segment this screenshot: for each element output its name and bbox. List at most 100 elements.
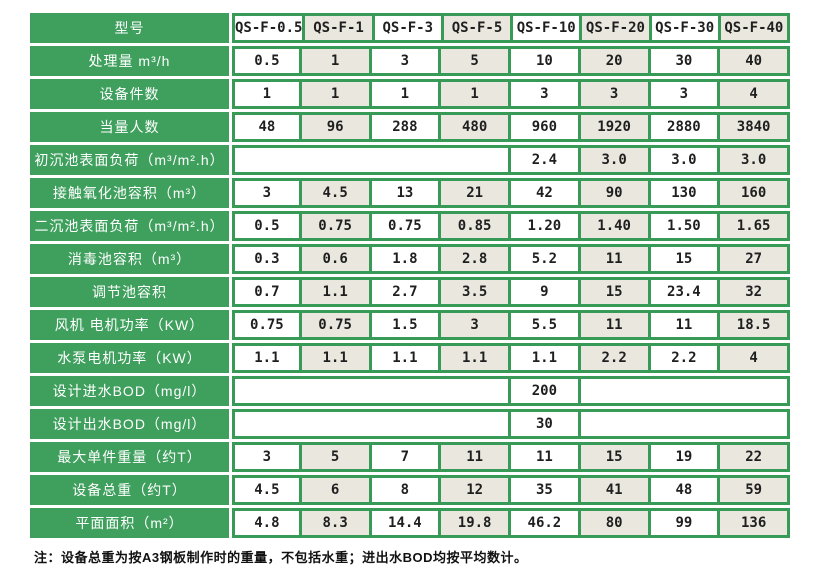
value-cell: 48 bbox=[650, 475, 721, 505]
value-cell: 200 bbox=[511, 376, 581, 406]
value-cell: 3 bbox=[441, 310, 511, 340]
footnote: 注：设备总重为按A3钢板制作时的重量，不包括水重；进出水BOD均按平均数计。 bbox=[34, 550, 528, 565]
row-label: 初沉池表面负荷（m³/m².h） bbox=[30, 145, 232, 175]
value-cell: 15 bbox=[580, 277, 651, 307]
table-row: 消毒池容积（m³） 0.3 0.6 1.8 2.8 5.2 11 15 27 bbox=[30, 244, 790, 274]
row-label: 二沉池表面负荷（m³/m².h） bbox=[30, 211, 232, 241]
value-cell: 3 bbox=[511, 79, 581, 109]
value-cell: 3 bbox=[232, 178, 302, 208]
value-cell: 6 bbox=[301, 475, 372, 505]
model-cell: QS-F-5 bbox=[443, 13, 514, 43]
value-cell: 3 bbox=[580, 79, 651, 109]
value-cell: 5 bbox=[441, 46, 511, 76]
row-label: 处理量 m³/h bbox=[30, 46, 232, 76]
table-row: 设备总重（约T） 4.5 6 8 12 35 41 48 59 bbox=[30, 475, 790, 505]
row-label: 水泵电机功率（KW） bbox=[30, 343, 232, 373]
table-row: 初沉池表面负荷（m³/m².h） 2.4 3.0 3.0 3.0 bbox=[30, 145, 790, 175]
model-cell: QS-F-30 bbox=[651, 13, 721, 43]
value-cell: 1.65 bbox=[720, 211, 790, 241]
value-cell: 0.75 bbox=[301, 310, 372, 340]
model-cell: QS-F-1 bbox=[305, 13, 375, 43]
empty-cell bbox=[232, 376, 511, 406]
model-cell: QS-F-20 bbox=[582, 13, 652, 43]
value-cell: 99 bbox=[650, 508, 721, 538]
value-cell: 130 bbox=[650, 178, 721, 208]
row-label-model: 型号 bbox=[30, 13, 232, 43]
table-row: 调节池容积 0.7 1.1 2.7 3.5 9 15 23.4 32 bbox=[30, 277, 790, 307]
value-cell: 2.2 bbox=[650, 343, 721, 373]
row-label: 设备总重（约T） bbox=[30, 475, 232, 505]
value-cell: 0.75 bbox=[301, 211, 372, 241]
row-label: 接触氧化池容积（m³） bbox=[30, 178, 232, 208]
value-cell: 4.5 bbox=[232, 475, 302, 505]
table-row: 设备件数 1 1 1 1 3 3 3 4 bbox=[30, 79, 790, 109]
value-cell: 1.40 bbox=[580, 211, 651, 241]
value-cell: 1.50 bbox=[650, 211, 721, 241]
spec-table: 型号 QS-F-0.5 QS-F-1 QS-F-3 QS-F-5 QS-F-10… bbox=[30, 13, 790, 541]
table-row: 二沉池表面负荷（m³/m².h） 0.5 0.75 0.75 0.85 1.20… bbox=[30, 211, 790, 241]
row-label: 调节池容积 bbox=[30, 277, 232, 307]
row-label: 最大单件重量（约T） bbox=[30, 442, 232, 472]
value-cell: 3.5 bbox=[441, 277, 511, 307]
value-cell: 4 bbox=[720, 343, 790, 373]
empty-cell bbox=[580, 409, 790, 439]
value-cell: 80 bbox=[580, 508, 651, 538]
value-cell: 1.1 bbox=[511, 343, 581, 373]
row-label: 风机 电机功率（KW） bbox=[30, 310, 232, 340]
value-cell: 3.0 bbox=[580, 145, 651, 175]
value-cell: 2.7 bbox=[371, 277, 442, 307]
value-cell: 30 bbox=[650, 46, 721, 76]
value-cell: 3 bbox=[232, 442, 302, 472]
value-cell: 19 bbox=[650, 442, 721, 472]
value-cell: 1 bbox=[371, 79, 442, 109]
empty-cell bbox=[580, 376, 790, 406]
table-row: 最大单件重量（约T） 3 5 7 11 11 15 19 22 bbox=[30, 442, 790, 472]
value-cell: 96 bbox=[301, 112, 372, 142]
value-cell: 59 bbox=[720, 475, 790, 505]
table-row: 设计出水BOD（mg/l） 30 bbox=[30, 409, 790, 439]
value-cell: 13 bbox=[371, 178, 442, 208]
value-cell: 3.0 bbox=[650, 145, 721, 175]
value-cell: 2.4 bbox=[511, 145, 581, 175]
model-cell: QS-F-3 bbox=[374, 13, 444, 43]
value-cell: 1 bbox=[441, 79, 511, 109]
value-cell: 15 bbox=[580, 442, 651, 472]
value-cell: 3840 bbox=[720, 112, 790, 142]
value-cell: 10 bbox=[511, 46, 581, 76]
row-label: 设计进水BOD（mg/l） bbox=[30, 376, 232, 406]
value-cell: 1.1 bbox=[441, 343, 511, 373]
value-cell: 2.8 bbox=[441, 244, 511, 274]
value-cell: 11 bbox=[511, 442, 581, 472]
value-cell: 35 bbox=[511, 475, 581, 505]
value-cell: 11 bbox=[441, 442, 511, 472]
value-cell: 1.8 bbox=[371, 244, 442, 274]
row-label: 当量人数 bbox=[30, 112, 232, 142]
value-cell: 3 bbox=[371, 46, 442, 76]
row-label: 设备件数 bbox=[30, 79, 232, 109]
value-cell: 12 bbox=[441, 475, 511, 505]
model-cell: QS-F-10 bbox=[513, 13, 583, 43]
value-cell: 32 bbox=[720, 277, 790, 307]
value-cell: 30 bbox=[511, 409, 581, 439]
row-label: 设计出水BOD（mg/l） bbox=[30, 409, 232, 439]
value-cell: 0.7 bbox=[232, 277, 302, 307]
table-row: 当量人数 48 96 288 480 960 1920 2880 3840 bbox=[30, 112, 790, 142]
value-cell: 1.1 bbox=[301, 277, 372, 307]
value-cell: 288 bbox=[371, 112, 442, 142]
value-cell: 136 bbox=[720, 508, 790, 538]
value-cell: 9 bbox=[511, 277, 581, 307]
value-cell: 4 bbox=[720, 79, 790, 109]
table-row: 处理量 m³/h 0.5 1 3 5 10 20 30 40 bbox=[30, 46, 790, 76]
value-cell: 1 bbox=[232, 79, 302, 109]
value-cell: 1920 bbox=[580, 112, 651, 142]
value-cell: 2880 bbox=[650, 112, 721, 142]
value-cell: 5.5 bbox=[511, 310, 581, 340]
value-cell: 27 bbox=[720, 244, 790, 274]
value-cell: 0.6 bbox=[301, 244, 372, 274]
value-cell: 21 bbox=[441, 178, 511, 208]
value-cell: 1.1 bbox=[371, 343, 442, 373]
row-label: 平面面积（m²） bbox=[30, 508, 232, 538]
value-cell: 0.75 bbox=[371, 211, 442, 241]
value-cell: 3.0 bbox=[720, 145, 790, 175]
value-cell: 48 bbox=[232, 112, 302, 142]
